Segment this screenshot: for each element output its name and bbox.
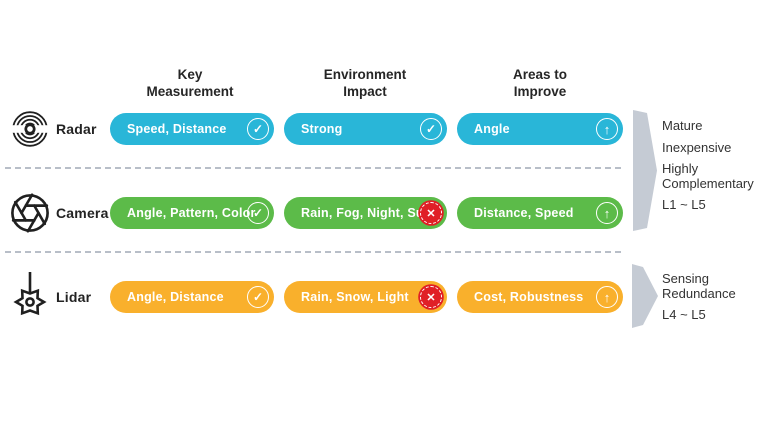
- annotation-line: Inexpensive: [662, 139, 732, 155]
- dashed-divider: [5, 167, 621, 169]
- column-header-line: Measurement: [146, 84, 234, 100]
- check-icon: ✓: [247, 202, 269, 224]
- row-radar: Radar Speed, Distance ✓ Strong ✓ Angle ↑: [0, 111, 640, 147]
- annotation-line: Highly Complementary: [662, 161, 754, 191]
- annotation-level-range: L4 ~ L5: [662, 307, 706, 323]
- pill-lidar-environment-impact: Rain, Snow, Light ✕: [284, 281, 447, 313]
- bracket-radar-camera: [633, 110, 658, 236]
- column-header-environment-impact: Environment Impact: [290, 66, 440, 101]
- cross-icon: ✕: [420, 202, 442, 224]
- pill-radar-key-measurement: Speed, Distance ✓: [110, 113, 274, 145]
- row-label-lidar: Lidar: [56, 289, 92, 305]
- lidar-icon: [8, 269, 52, 325]
- column-header-areas-to-improve: Areas to Improve: [465, 66, 615, 101]
- arrow-up-icon: ↑: [596, 286, 618, 308]
- pill-camera-environment-impact: Rain, Fog, Night, Sun ✕: [284, 197, 447, 229]
- pill-text: Speed, Distance: [127, 122, 227, 136]
- arrow-up-icon: ↑: [596, 202, 618, 224]
- annotation-radar-camera: Mature Inexpensive Highly Complementary …: [662, 118, 766, 213]
- row-camera: Camera Angle, Pattern, Color ✓ Rain, Fog…: [0, 193, 640, 233]
- row-label-camera: Camera: [56, 205, 109, 221]
- column-header-line: Environment: [323, 67, 407, 82]
- check-icon: ✓: [247, 118, 269, 140]
- camera-icon: [8, 185, 52, 241]
- pill-text: Rain, Fog, Night, Sun: [301, 206, 432, 220]
- pill-text: Angle: [474, 122, 510, 136]
- column-header-line: Areas to: [512, 67, 568, 82]
- column-header-line: Impact: [343, 84, 387, 100]
- pill-text: Distance, Speed: [474, 206, 574, 220]
- cross-icon: ✕: [420, 286, 442, 308]
- dashed-divider: [5, 251, 621, 253]
- radar-icon: [8, 101, 52, 157]
- check-icon: ✓: [420, 118, 442, 140]
- annotation-level-range: L1 ~ L5: [662, 197, 706, 213]
- column-header-line: Key: [177, 67, 203, 82]
- pill-lidar-key-measurement: Angle, Distance ✓: [110, 281, 274, 313]
- pill-radar-environment-impact: Strong ✓: [284, 113, 447, 145]
- bracket-lidar: [632, 264, 659, 333]
- check-icon: ✓: [247, 286, 269, 308]
- pill-text: Cost, Robustness: [474, 290, 584, 304]
- pill-lidar-areas-to-improve: Cost, Robustness ↑: [457, 281, 623, 313]
- pill-text: Rain, Snow, Light: [301, 290, 409, 304]
- row-label-radar: Radar: [56, 121, 97, 137]
- annotation-line: Sensing Redundance: [662, 271, 736, 301]
- pill-text: Strong: [301, 122, 343, 136]
- row-lidar: Lidar Angle, Distance ✓ Rain, Snow, Ligh…: [0, 272, 640, 316]
- column-header-key-measurement: Key Measurement: [115, 66, 265, 101]
- pill-radar-areas-to-improve: Angle ↑: [457, 113, 623, 145]
- pill-text: Angle, Pattern, Color: [127, 206, 256, 220]
- column-header-line: Improve: [513, 84, 567, 100]
- pill-text: Angle, Distance: [127, 290, 224, 304]
- arrow-up-icon: ↑: [596, 118, 618, 140]
- annotation-lidar: Sensing Redundance L4 ~ L5: [662, 271, 756, 323]
- pill-camera-key-measurement: Angle, Pattern, Color ✓: [110, 197, 274, 229]
- pill-camera-areas-to-improve: Distance, Speed ↑: [457, 197, 623, 229]
- annotation-line: Mature: [662, 118, 703, 133]
